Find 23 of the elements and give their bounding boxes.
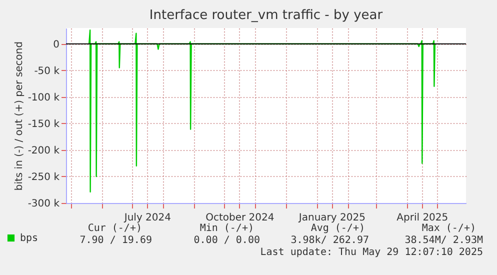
chart-title: Interface router_vm traffic - by year (149, 8, 384, 23)
x-tick-label: April 2025 (396, 212, 448, 224)
y-tick-label: -50 k (34, 66, 60, 77)
x-tick-label: July 2024 (123, 212, 172, 224)
y-tick-label: -250 k (28, 172, 60, 183)
text: 0.00 / 0.00 (194, 235, 260, 246)
text: 38.54M/ 2.93M (404, 235, 483, 246)
y-tick-label: -200 k (28, 145, 60, 156)
x-tick-label: January 2025 (298, 212, 366, 224)
text: Last update: Thu May 29 12:07:10 2025 (260, 247, 483, 258)
legend-label: bps (20, 233, 38, 244)
text: Max (-/+) (422, 223, 476, 234)
text: 7.90 / 19.69 (80, 235, 152, 246)
text: 3.98k/ 262.97 (290, 235, 369, 246)
text: Avg (-/+) (310, 223, 365, 234)
text: Min (-/+) (200, 223, 254, 234)
text: Cur (-/+) (88, 223, 142, 234)
y-tick-label: -300 k (28, 198, 60, 210)
y-axis-title: bits in (-) / out (+) per second (14, 41, 25, 191)
y-tick-label: -100 k (28, 92, 60, 104)
x-tick-label: October 2024 (206, 212, 274, 224)
y-tick-label: -150 k (28, 118, 60, 130)
y-tick-label: 0 (53, 39, 60, 50)
